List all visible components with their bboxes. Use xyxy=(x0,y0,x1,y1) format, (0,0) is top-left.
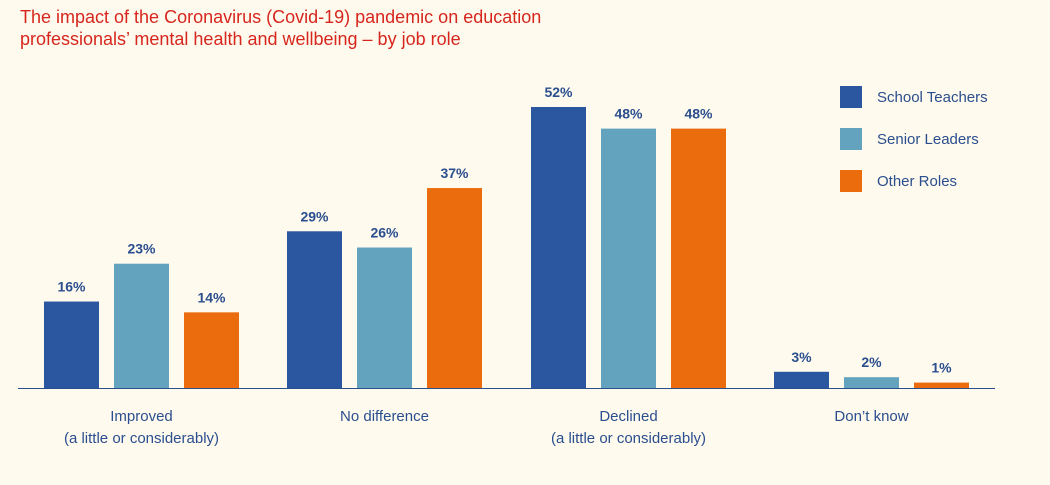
bar-0-1 xyxy=(287,231,342,388)
category-label-2-1: (a little or considerably) xyxy=(551,430,706,447)
category-label-0-0: Improved xyxy=(110,408,173,425)
value-label-0-2: 52% xyxy=(544,84,573,100)
category-label-0-1: (a little or considerably) xyxy=(64,430,219,447)
category-label-2-0: Declined xyxy=(599,408,657,425)
bar-2-2 xyxy=(671,128,726,388)
legend-swatch-2 xyxy=(840,170,862,192)
value-label-1-1: 26% xyxy=(370,225,399,241)
category-label-1-0: No difference xyxy=(340,408,429,425)
bar-1-1 xyxy=(357,247,412,388)
value-label-0-3: 3% xyxy=(791,349,812,365)
value-label-1-3: 2% xyxy=(861,354,882,370)
legend-swatch-0 xyxy=(840,86,862,108)
bar-2-3 xyxy=(914,382,969,388)
legend-label-0: School Teachers xyxy=(877,89,988,106)
bar-0-3 xyxy=(774,371,829,388)
bar-0-2 xyxy=(531,107,586,388)
bar-1-0 xyxy=(114,263,169,388)
chart-title-line-1: The impact of the Coronavirus (Covid-19)… xyxy=(20,7,542,27)
legend-label-1: Senior Leaders xyxy=(877,131,979,148)
category-label-3-0: Don’t know xyxy=(834,408,908,425)
chart-title-line-2: professionals’ mental health and wellbei… xyxy=(20,29,461,49)
value-label-1-2: 48% xyxy=(614,106,643,122)
value-label-2-1: 37% xyxy=(440,165,469,181)
value-label-2-2: 48% xyxy=(684,106,713,122)
value-label-2-3: 1% xyxy=(931,360,952,376)
value-label-2-0: 14% xyxy=(197,289,226,305)
bar-2-1 xyxy=(427,188,482,388)
value-label-0-1: 29% xyxy=(300,208,329,224)
legend-swatch-1 xyxy=(840,128,862,150)
bar-1-3 xyxy=(844,377,899,388)
value-label-0-0: 16% xyxy=(57,279,86,295)
legend-label-2: Other Roles xyxy=(877,173,957,190)
value-label-1-0: 23% xyxy=(127,241,156,257)
bar-0-0 xyxy=(44,301,99,388)
bar-1-2 xyxy=(601,128,656,388)
bar-2-0 xyxy=(184,312,239,388)
